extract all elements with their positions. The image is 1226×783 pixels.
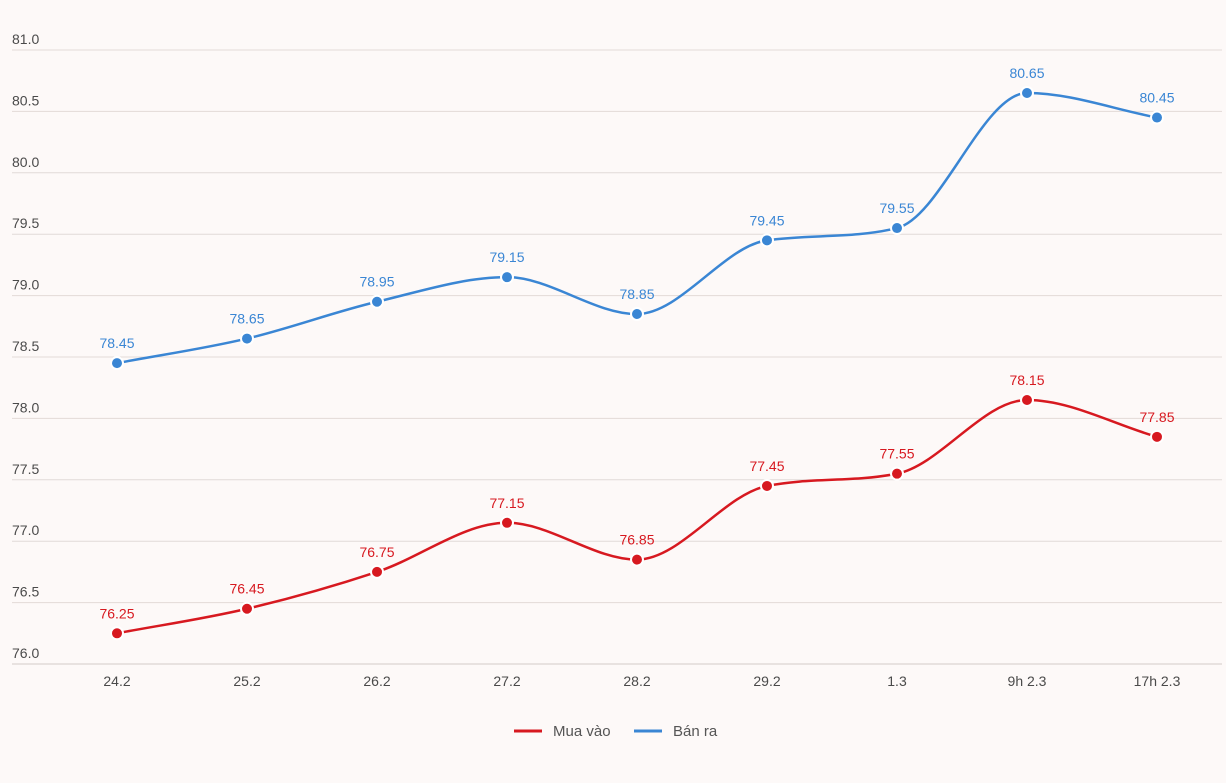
data-label: 80.45 xyxy=(1139,90,1174,106)
data-label: 76.85 xyxy=(619,532,654,548)
data-point[interactable] xyxy=(1150,110,1164,125)
data-label: 79.15 xyxy=(489,249,524,265)
x-tick-label: 25.2 xyxy=(233,673,260,689)
data-point[interactable] xyxy=(760,478,774,493)
x-tick-label: 29.2 xyxy=(753,673,780,689)
series-lines xyxy=(110,85,1164,641)
series-line xyxy=(116,398,1158,635)
data-label: 78.65 xyxy=(229,311,264,327)
data-point[interactable] xyxy=(1020,85,1034,100)
y-tick-label: 80.5 xyxy=(12,92,39,108)
data-point[interactable] xyxy=(1150,429,1164,444)
data-label: 78.95 xyxy=(359,274,394,290)
data-point[interactable] xyxy=(500,515,514,530)
data-label: 76.75 xyxy=(359,544,394,560)
data-point[interactable] xyxy=(240,601,254,616)
y-tick-label: 76.0 xyxy=(12,645,39,661)
legend: Mua vào Bán ra xyxy=(514,723,718,740)
data-point[interactable] xyxy=(110,626,124,641)
data-label: 76.45 xyxy=(229,581,264,597)
y-tick-label: 80.0 xyxy=(12,154,39,170)
data-point[interactable] xyxy=(1020,392,1034,407)
legend-label[interactable]: Mua vào xyxy=(553,723,611,740)
data-point[interactable] xyxy=(240,331,254,346)
x-tick-label: 28.2 xyxy=(623,673,650,689)
y-tick-label: 81.0 xyxy=(12,31,39,47)
data-labels: 76.25 76.45 76.75 77.15 76.85 77.45 77.55 78.15… xyxy=(99,65,1174,621)
data-label: 77.55 xyxy=(879,446,914,462)
x-tick-label: 9h 2.3 xyxy=(1008,673,1047,689)
data-label: 78.85 xyxy=(619,286,654,302)
grid-lines xyxy=(12,49,1222,665)
data-point[interactable] xyxy=(500,270,514,285)
data-point[interactable] xyxy=(760,233,774,248)
data-label: 78.15 xyxy=(1009,372,1044,388)
data-label: 79.45 xyxy=(749,212,784,228)
data-point[interactable] xyxy=(110,356,124,371)
y-tick-label: 79.0 xyxy=(12,277,39,293)
data-label: 78.45 xyxy=(99,335,134,351)
y-tick-label: 79.5 xyxy=(12,215,39,231)
data-label: 80.65 xyxy=(1009,65,1044,81)
data-point[interactable] xyxy=(630,307,644,322)
series-line xyxy=(116,91,1158,365)
y-tick-label: 78.0 xyxy=(12,399,39,415)
x-tick-label: 27.2 xyxy=(493,673,520,689)
y-axis-ticks: 76.0 76.5 77.0 77.5 78.0 78.5 79.0 79.5 80.0 80.5… xyxy=(12,31,39,661)
y-tick-label: 77.5 xyxy=(12,461,39,477)
x-tick-label: 24.2 xyxy=(103,673,130,689)
data-point[interactable] xyxy=(890,466,904,481)
y-tick-label: 78.5 xyxy=(12,338,39,354)
data-point[interactable] xyxy=(630,552,644,567)
y-tick-label: 76.5 xyxy=(12,584,39,600)
y-tick-label: 77.0 xyxy=(12,522,39,538)
data-point[interactable] xyxy=(370,564,384,579)
x-tick-label: 26.2 xyxy=(363,673,390,689)
x-axis-ticks: 24.2 25.2 26.2 27.2 28.2 29.2 1.3 9h 2.3 17h 2.3 xyxy=(103,673,1180,689)
data-point[interactable] xyxy=(890,221,904,236)
data-label: 77.15 xyxy=(489,495,524,511)
data-label: 76.25 xyxy=(99,605,134,621)
data-label: 79.55 xyxy=(879,200,914,216)
data-point[interactable] xyxy=(370,294,384,309)
data-label: 77.45 xyxy=(749,458,784,474)
x-tick-label: 17h 2.3 xyxy=(1134,673,1181,689)
x-tick-label: 1.3 xyxy=(887,673,907,689)
legend-label[interactable]: Bán ra xyxy=(673,723,718,740)
data-label: 77.85 xyxy=(1139,409,1174,425)
